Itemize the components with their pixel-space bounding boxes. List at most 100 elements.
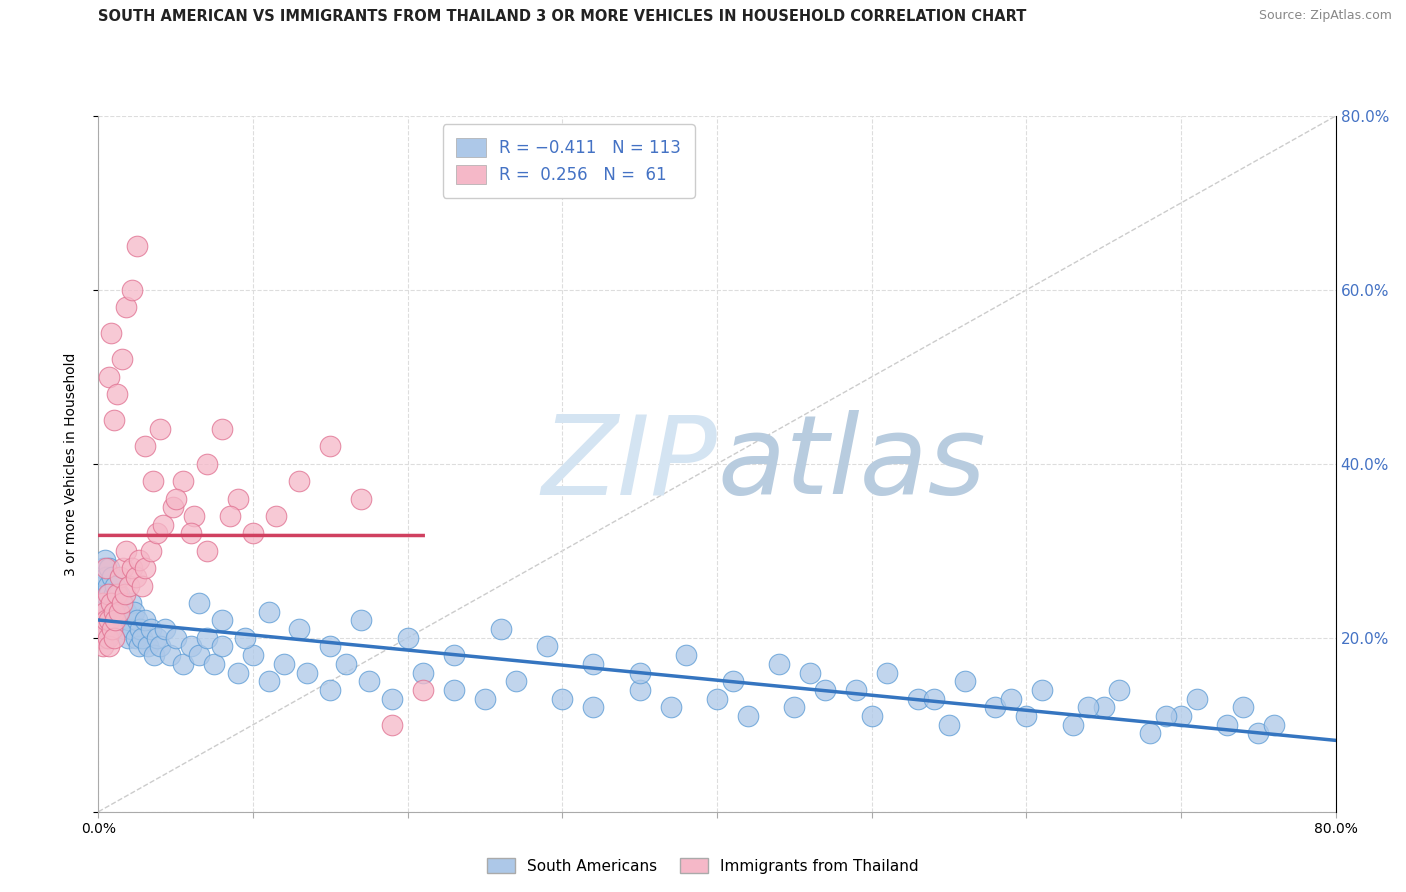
Point	[100, 596, 122, 610]
Point	[97, 578, 120, 592]
Point	[876, 665, 898, 680]
Point	[105, 614, 128, 628]
Point	[675, 648, 697, 662]
Point	[357, 674, 380, 689]
Point	[115, 543, 138, 558]
Point	[91, 614, 114, 628]
Point	[195, 631, 218, 645]
Point	[396, 631, 419, 645]
Point	[103, 605, 125, 619]
Point	[257, 674, 280, 689]
Point	[505, 674, 527, 689]
Point	[335, 657, 357, 671]
Point	[1015, 709, 1038, 723]
Point	[1000, 691, 1022, 706]
Point	[242, 526, 264, 541]
Point	[146, 526, 169, 541]
Point	[115, 300, 138, 315]
Point	[98, 640, 121, 654]
Legend: R = −0.411   N = 113, R =  0.256   N =  61: R = −0.411 N = 113, R = 0.256 N = 61	[443, 124, 695, 198]
Point	[103, 413, 125, 427]
Point	[105, 387, 128, 401]
Point	[153, 622, 176, 636]
Point	[799, 665, 821, 680]
Point	[381, 717, 404, 731]
Point	[226, 491, 249, 506]
Point	[96, 561, 118, 575]
Point	[814, 683, 837, 698]
Point	[117, 631, 139, 645]
Point	[134, 614, 156, 628]
Point	[288, 622, 311, 636]
Point	[97, 614, 120, 628]
Point	[98, 614, 121, 628]
Point	[97, 587, 120, 601]
Point	[101, 570, 124, 584]
Point	[443, 648, 465, 662]
Point	[412, 665, 434, 680]
Point	[98, 587, 121, 601]
Point	[211, 640, 233, 654]
Point	[1077, 700, 1099, 714]
Point	[443, 683, 465, 698]
Point	[90, 631, 112, 645]
Point	[288, 474, 311, 488]
Point	[143, 648, 166, 662]
Point	[165, 491, 187, 506]
Point	[1108, 683, 1130, 698]
Point	[121, 622, 143, 636]
Point	[100, 596, 122, 610]
Point	[195, 543, 218, 558]
Point	[93, 605, 115, 619]
Point	[149, 640, 172, 654]
Point	[128, 552, 150, 566]
Point	[98, 369, 121, 384]
Point	[149, 422, 172, 436]
Legend: South Americans, Immigrants from Thailand: South Americans, Immigrants from Thailan…	[481, 852, 925, 880]
Point	[124, 570, 146, 584]
Point	[111, 614, 134, 628]
Point	[111, 596, 134, 610]
Point	[97, 631, 120, 645]
Point	[96, 631, 118, 645]
Point	[350, 614, 373, 628]
Point	[89, 578, 111, 592]
Point	[108, 570, 131, 584]
Point	[162, 500, 184, 515]
Point	[122, 605, 145, 619]
Point	[628, 683, 651, 698]
Point	[266, 508, 288, 523]
Point	[350, 491, 373, 506]
Point	[136, 640, 159, 654]
Point	[107, 605, 129, 619]
Point	[226, 665, 249, 680]
Point	[111, 352, 134, 367]
Point	[118, 578, 141, 592]
Point	[93, 622, 115, 636]
Point	[103, 631, 125, 645]
Point	[1031, 683, 1053, 698]
Point	[257, 605, 280, 619]
Point	[112, 596, 135, 610]
Point	[134, 561, 156, 575]
Point	[118, 614, 141, 628]
Point	[173, 657, 195, 671]
Point	[1263, 717, 1285, 731]
Point	[121, 561, 143, 575]
Point	[188, 596, 211, 610]
Point	[104, 614, 127, 628]
Point	[131, 578, 153, 592]
Point	[105, 587, 128, 601]
Point	[114, 587, 136, 601]
Point	[628, 665, 651, 680]
Point	[90, 596, 112, 610]
Point	[112, 561, 135, 575]
Point	[98, 561, 121, 575]
Point	[907, 691, 929, 706]
Point	[188, 648, 211, 662]
Point	[319, 640, 342, 654]
Point	[1139, 726, 1161, 740]
Point	[107, 587, 129, 601]
Point	[91, 561, 114, 575]
Point	[1247, 726, 1270, 740]
